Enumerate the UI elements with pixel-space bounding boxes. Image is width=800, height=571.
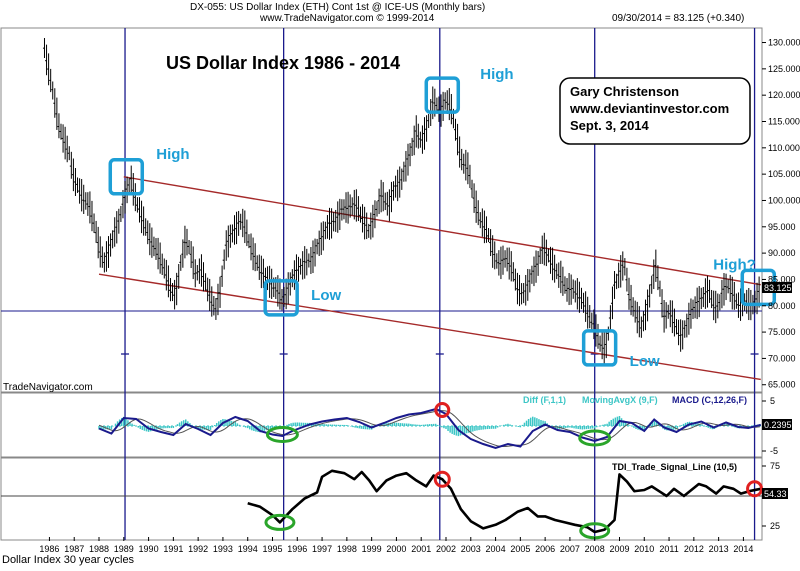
macd-high-marker xyxy=(434,402,451,418)
callout-box xyxy=(424,76,461,114)
macd-legend-macd: MACD (C,12,26,F) xyxy=(672,395,747,405)
axes-layer: 130.000 125.000 120.000 115.000 110.000 105.0… xyxy=(39,38,800,554)
x-tick-label: 2004 xyxy=(486,544,506,554)
macd-layer xyxy=(98,402,762,450)
header-title-line1: DX-055: US Dollar Index (ETH) Cont 1st @… xyxy=(190,2,485,13)
author-date: Sept. 3, 2014 xyxy=(570,118,650,133)
tdi-y-tick-label: 25 xyxy=(770,521,780,531)
macd-legend-diff: Diff (F,1,1) xyxy=(523,395,566,405)
macd-legend-movingavg: MovingAvgX (9,F) xyxy=(582,395,658,405)
x-tick-label: 1999 xyxy=(362,544,382,554)
tdi-legend: TDI_Trade_Signal_Line (10,5) xyxy=(612,462,737,472)
price-y-tick-label: 85.000 xyxy=(768,274,796,284)
tdi-layer xyxy=(1,469,764,540)
x-tick-label: 2012 xyxy=(684,544,704,554)
tdi-high-marker xyxy=(433,470,451,488)
macd-signal-line xyxy=(98,410,760,448)
callout-label: Low xyxy=(630,353,660,370)
svg-text:83.125: 83.125 xyxy=(764,283,792,293)
price-y-tick-label: 110.000 xyxy=(768,143,800,153)
callout-box xyxy=(581,329,618,367)
callout-label: High xyxy=(156,146,189,163)
price-y-tick-label: 105.000 xyxy=(768,169,800,179)
main-chart-title: US Dollar Index 1986 - 2014 xyxy=(166,53,400,73)
callout-box xyxy=(108,158,145,196)
header-last-value: 09/30/2014 = 83.125 (+0.340) xyxy=(612,13,744,24)
price-y-tick-label: 95.000 xyxy=(768,222,796,232)
callout-label: High? xyxy=(713,256,756,273)
macd-low-marker xyxy=(578,429,612,447)
price-panel-frame xyxy=(0,27,763,393)
x-tick-label: 2000 xyxy=(386,544,406,554)
x-tick-label: 2005 xyxy=(510,544,530,554)
x-tick-label: 1998 xyxy=(337,544,357,554)
svg-text:54.33: 54.33 xyxy=(764,489,787,499)
macd-last-value-tag: 0.2395 xyxy=(762,419,792,430)
tdi-line xyxy=(247,469,762,534)
header-title-line2: www.TradeNavigator.com © 1999-2014 xyxy=(259,13,435,24)
x-tick-label: 2006 xyxy=(535,544,555,554)
price-layer xyxy=(42,38,760,364)
x-tick-label: 1987 xyxy=(64,544,84,554)
tdi-y-tick-label: 75 xyxy=(770,461,780,471)
tdi-low-marker xyxy=(264,513,296,531)
callouts-layer: High High Low Low High? xyxy=(108,66,777,370)
footer-caption: Dollar Index 30 year cycles xyxy=(2,554,135,566)
callout-label: High xyxy=(480,66,513,83)
price-y-tick-label: 100.000 xyxy=(768,195,800,205)
price-y-tick-label: 80.000 xyxy=(768,301,796,311)
tdi-high-marker xyxy=(746,480,764,498)
x-tick-label: 2007 xyxy=(560,544,580,554)
x-tick-label: 2002 xyxy=(436,544,456,554)
x-tick-label: 2011 xyxy=(659,544,678,554)
x-tick-label: 1993 xyxy=(213,544,233,554)
x-tick-label: 2013 xyxy=(709,544,729,554)
svg-text:0.2395: 0.2395 xyxy=(764,420,792,430)
x-tick-label: 2014 xyxy=(733,544,753,554)
price-y-tick-label: 65.000 xyxy=(768,380,796,390)
price-y-tick-label: 120.000 xyxy=(768,90,800,100)
x-tick-label: 1989 xyxy=(114,544,134,554)
x-tick-label: 1991 xyxy=(163,544,183,554)
price-y-tick-label: 115.000 xyxy=(768,117,800,127)
price-last-value-tag: 83.125 xyxy=(762,282,792,293)
macd-y-tick-label: -5 xyxy=(770,446,778,456)
author-box: Gary Christenson www.deviantinvestor.com… xyxy=(559,77,751,145)
price-y-tick-label: 130.000 xyxy=(768,38,800,48)
price-y-tick-label: 90.000 xyxy=(768,248,796,258)
author-site: www.deviantinvestor.com xyxy=(569,101,729,116)
x-tick-label: 2009 xyxy=(609,544,629,554)
callout-label: Low xyxy=(311,287,341,304)
x-tick-label: 2008 xyxy=(585,544,605,554)
x-tick-label: 1997 xyxy=(312,544,332,554)
x-tick-label: 1996 xyxy=(287,544,307,554)
callout-box xyxy=(263,279,299,317)
price-y-tick-label: 75.000 xyxy=(768,327,796,337)
macd-low-marker xyxy=(265,426,299,443)
watermark: TradeNavigator.com xyxy=(3,382,93,393)
macd-y-tick-label: 5 xyxy=(770,396,775,406)
x-tick-label: 2001 xyxy=(411,544,431,554)
x-tick-label: 1995 xyxy=(262,544,282,554)
channel-upper-line xyxy=(123,176,761,286)
author-name: Gary Christenson xyxy=(570,84,679,99)
x-tick-label: 2010 xyxy=(634,544,654,554)
x-tick-label: 1990 xyxy=(139,544,159,554)
x-tick-label: 1988 xyxy=(89,544,109,554)
x-tick-label: 1986 xyxy=(39,544,59,554)
x-tick-label: 1992 xyxy=(188,544,208,554)
tdi-last-value-tag: 54.33 xyxy=(762,488,788,499)
x-tick-label: 2003 xyxy=(461,544,481,554)
price-y-tick-label: 70.000 xyxy=(768,353,796,363)
price-y-tick-label: 125.000 xyxy=(768,64,800,74)
x-tick-label: 1994 xyxy=(238,544,258,554)
